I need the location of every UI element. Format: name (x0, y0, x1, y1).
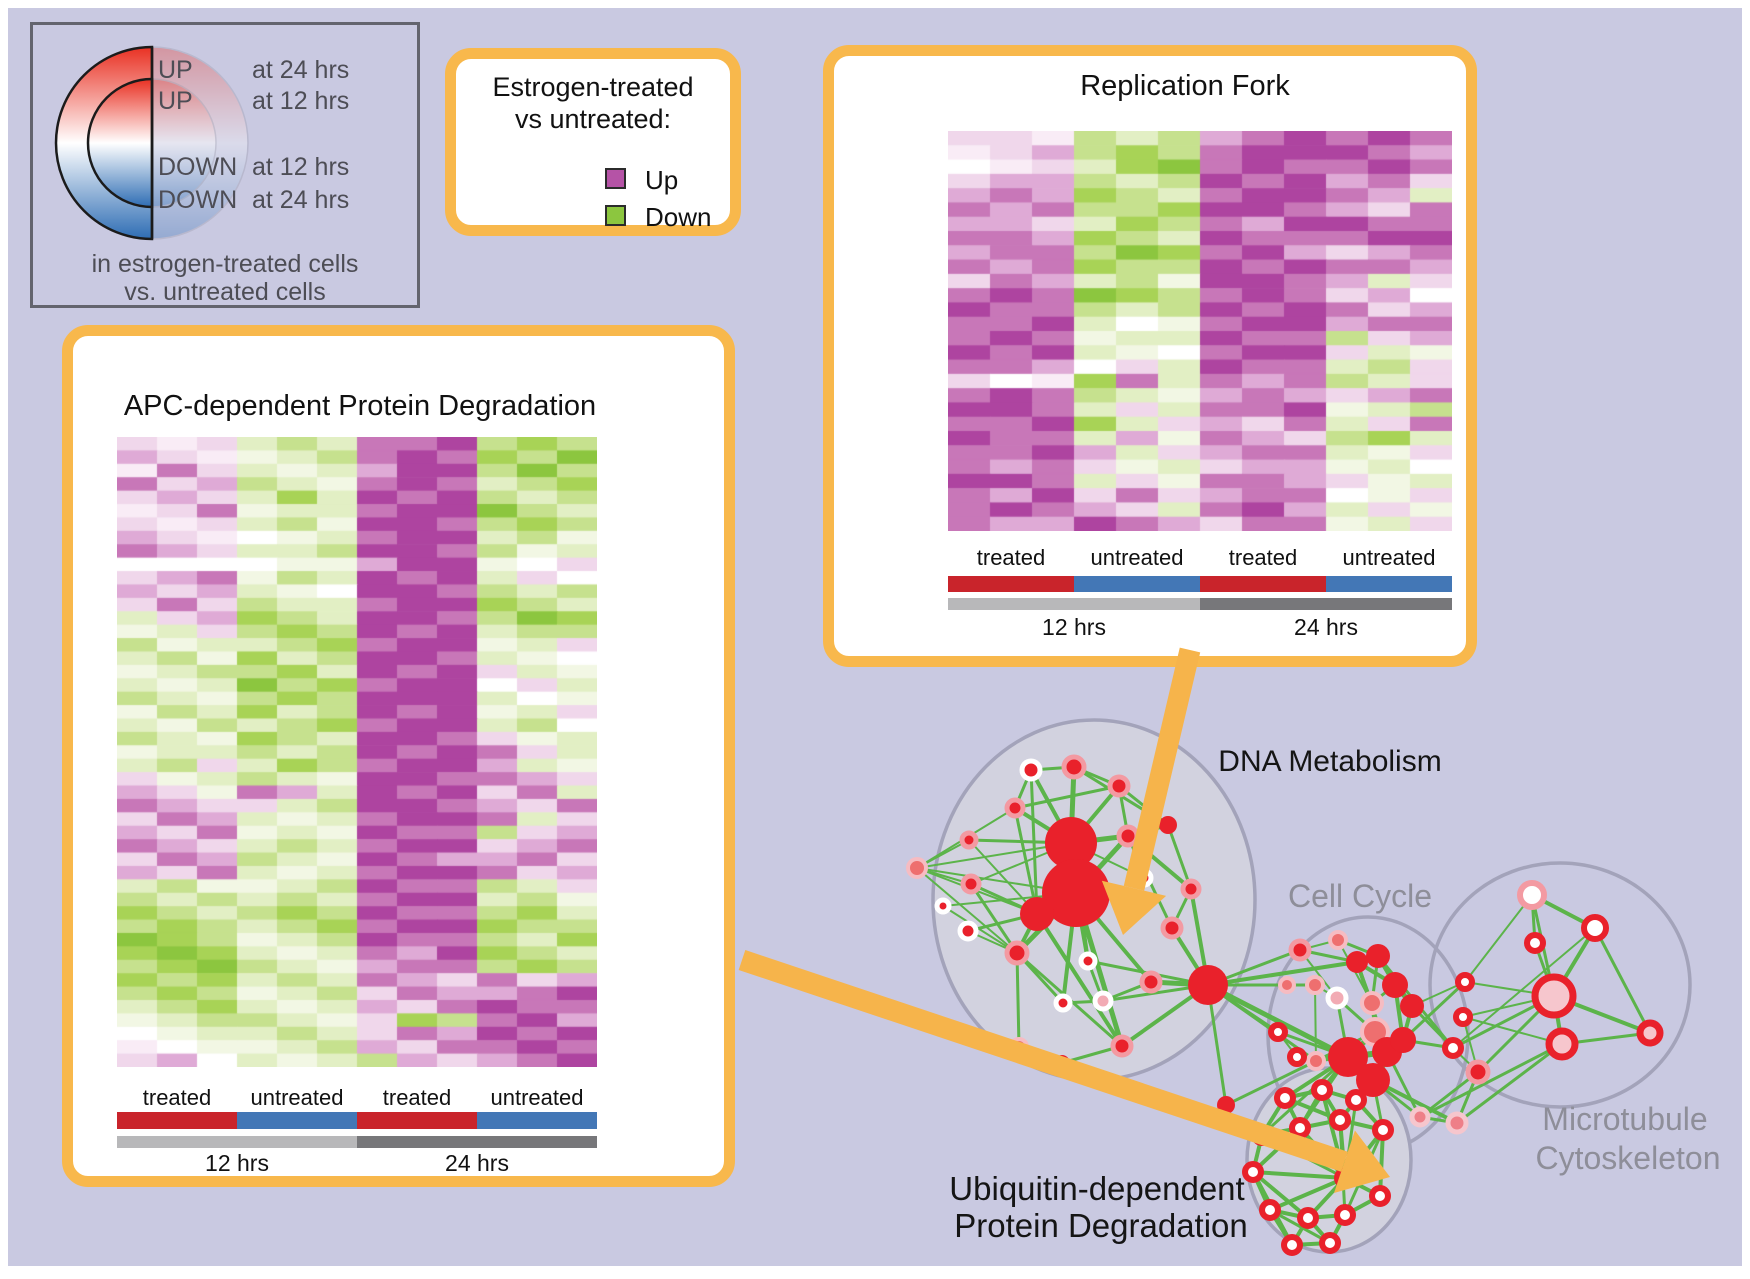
scale-right-inner-half (151, 78, 217, 208)
scale-label-down-inner: DOWN (158, 153, 238, 181)
time-label-24hrs: 24 hrs (1294, 614, 1358, 640)
condition-label-treated: treated (382, 1085, 452, 1110)
down-color-swatch (605, 205, 626, 226)
condition-label-treated: treated (976, 545, 1046, 570)
cluster-label-microtubule-line2: Cytoskeleton (1535, 1140, 1721, 1176)
cluster-label-dna-metabolism: DNA Metabolism (1218, 745, 1442, 778)
apc-degradation-title: APC-dependent Protein Degradation (123, 390, 597, 422)
time-bar-24hrs (1200, 598, 1452, 610)
cluster-label-ubiquitin-line2: Protein Degradation (954, 1207, 1248, 1244)
key-title-line2: vs untreated: (514, 104, 672, 134)
scale-time-12-down: at 12 hrs (252, 153, 350, 181)
condition-label-untreated: untreated (250, 1085, 344, 1110)
replication-fork-heatmap (948, 131, 1452, 531)
concentric-circle-scale (54, 45, 249, 241)
time-bar-12hrs (948, 598, 1200, 610)
condition-label-untreated: untreated (1090, 545, 1184, 570)
up-down-key-box: Estrogen-treated vs untreated: Up Down (445, 48, 741, 236)
condition-label-treated: treated (142, 1085, 212, 1110)
time-bar-12hrs (117, 1136, 357, 1148)
condition-bar-untreated (1074, 576, 1200, 592)
scale-time-12-up: at 12 hrs (252, 87, 350, 115)
scale-time-24-down: at 24 hrs (252, 186, 350, 214)
apc-degradation-heatmap (117, 437, 597, 1067)
scale-label-up-inner: UP (158, 87, 193, 115)
condition-bar-treated (948, 576, 1074, 592)
scale-caption-line1: in estrogen-treated cells (91, 250, 359, 278)
key-title-line1: Estrogen-treated (492, 72, 694, 102)
cluster-label-cell-cycle: Cell Cycle (1287, 878, 1433, 914)
time-label-12hrs: 12 hrs (205, 1150, 269, 1176)
up-key-label: Up (645, 165, 679, 195)
condition-bar-treated (117, 1112, 237, 1129)
condition-label-treated: treated (1228, 545, 1298, 570)
replication-fork-title: Replication Fork (1080, 70, 1290, 102)
circle-scale-legend-box: UP at 24 hrs UP at 12 hrs DOWN at 12 hrs… (30, 22, 420, 308)
condition-bar-untreated (477, 1112, 597, 1129)
scale-label-up-outer: UP (158, 56, 193, 84)
scale-caption-line2: vs. untreated cells (124, 278, 326, 306)
time-label-24hrs: 24 hrs (445, 1150, 509, 1176)
condition-bar-untreated (1326, 576, 1452, 592)
condition-bar-treated (1200, 576, 1326, 592)
cluster-label-ubiquitin-line1: Ubiquitin-dependent (949, 1170, 1245, 1207)
scale-left-inner-half (86, 77, 154, 209)
cluster-label-microtubule-line1: Microtubule (1542, 1101, 1708, 1137)
up-color-swatch (605, 168, 626, 189)
condition-bar-treated (357, 1112, 477, 1129)
time-bar-24hrs (357, 1136, 597, 1148)
scale-label-down-outer: DOWN (158, 186, 238, 214)
condition-label-untreated: untreated (1342, 545, 1436, 570)
condition-bar-untreated (237, 1112, 357, 1129)
scale-time-24-up: at 24 hrs (252, 56, 350, 84)
down-key-label: Down (645, 202, 712, 232)
condition-label-untreated: untreated (490, 1085, 584, 1110)
time-label-12hrs: 12 hrs (1042, 614, 1106, 640)
